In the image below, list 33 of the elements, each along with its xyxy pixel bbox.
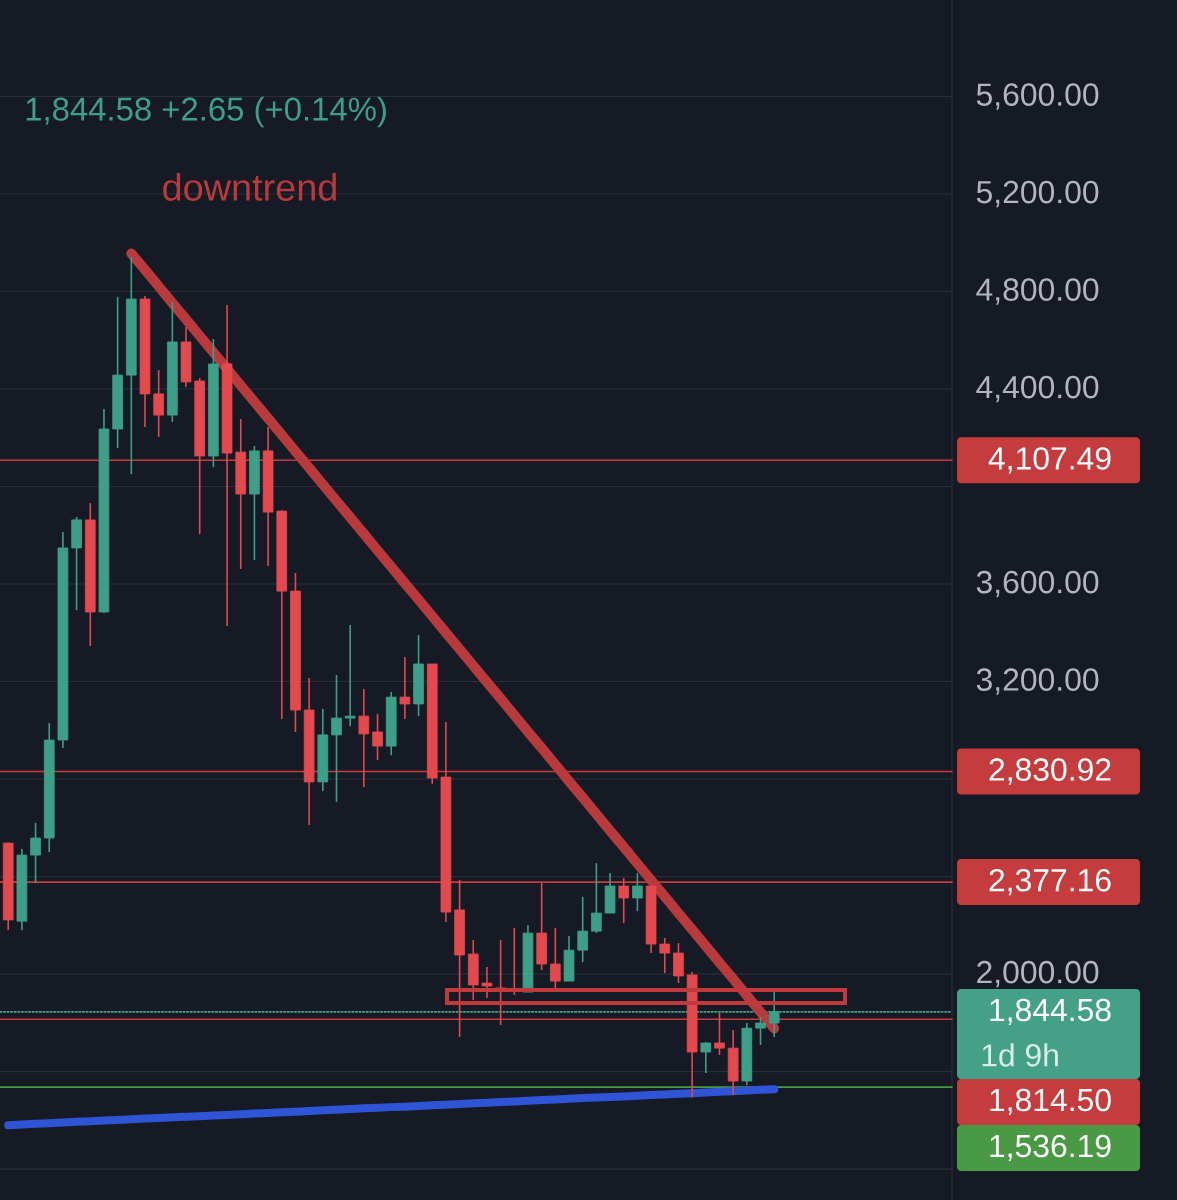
ref-line-label: 1,844.58 — [990, 998, 1111, 1026]
y-tick-label: 5,200.00 — [976, 180, 1099, 208]
candlestick — [153, 369, 164, 438]
candlestick — [577, 896, 589, 963]
y-tick-label: 4,400.00 — [976, 375, 1099, 403]
candlestick — [673, 942, 684, 984]
candlestick — [372, 713, 383, 761]
candlestick — [755, 1016, 766, 1046]
candlestick — [481, 966, 493, 999]
candlestick — [358, 688, 370, 788]
y-tick-label: 2,000.00 — [977, 960, 1099, 988]
annotation: downtrend — [163, 173, 336, 201]
ref-line-label: 2,377.16 — [989, 868, 1111, 896]
candlestick — [331, 674, 342, 803]
y-tick-label: 3,200.00 — [976, 668, 1099, 695]
y-tick-label: 4,800.00 — [976, 278, 1099, 305]
ref-line-label: 2,830.92 — [989, 758, 1111, 785]
ref-line-label: 4,107.49 — [988, 447, 1111, 474]
y-tick-label: 3,600.00 — [976, 570, 1099, 598]
candlestick — [714, 1012, 725, 1056]
ref-line-label: 1,536.19 — [990, 1134, 1111, 1162]
text: 1,844.58 +2.65 (+0.14%) — [26, 96, 386, 128]
candlestick — [618, 877, 630, 924]
candlestick — [344, 624, 356, 727]
ref-line-label: 1,814.50 — [990, 1088, 1111, 1116]
candlestick — [632, 872, 643, 912]
candlestick — [30, 822, 41, 884]
y-tick-label: 5,600.00 — [976, 83, 1099, 110]
candlestick — [591, 862, 602, 934]
candlestick — [399, 656, 411, 720]
candlestick — [659, 937, 671, 974]
candlestick — [700, 1041, 712, 1074]
text: 1d 9h — [982, 1043, 1058, 1067]
